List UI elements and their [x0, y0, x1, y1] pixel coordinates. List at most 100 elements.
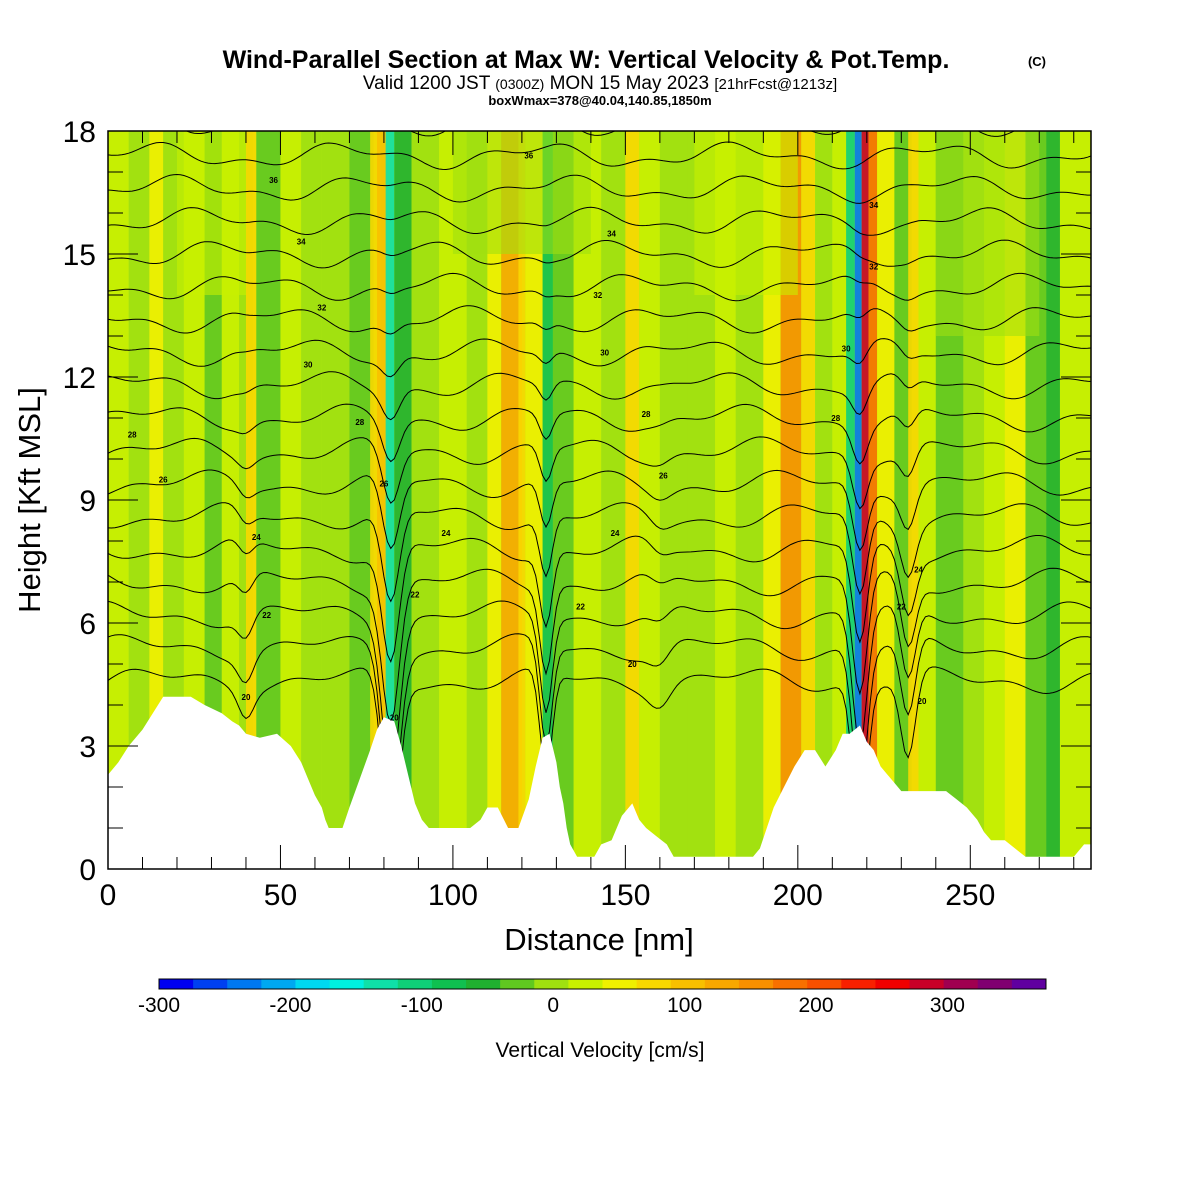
- theta-contour-line: [108, 502, 1091, 603]
- colorbar-tick-label: -100: [401, 994, 443, 1017]
- subtitle-prefix: Valid 1200 JST: [363, 73, 491, 94]
- velocity-band: [815, 131, 833, 869]
- colorbar-swatch: [875, 979, 911, 989]
- colorbar-swatch: [636, 979, 672, 989]
- x-tick-label: 100: [428, 879, 478, 912]
- theta-contour-label: 30: [304, 361, 313, 370]
- y-tick-label: 3: [79, 731, 96, 764]
- terrain: [108, 696, 1091, 869]
- velocity-band: [245, 131, 257, 869]
- colorbar-tick-label: 0: [547, 994, 559, 1017]
- colorbar-swatch: [159, 979, 194, 989]
- colorbar-swatch: [977, 979, 1013, 989]
- colorbar-tick-label: -300: [138, 994, 180, 1017]
- velocity-field: [108, 131, 1091, 869]
- theta-contour-label: 28: [831, 414, 840, 423]
- velocity-band: [639, 131, 660, 869]
- theta-contour-line: [108, 436, 1091, 510]
- velocity-patch: [694, 131, 798, 295]
- velocity-band: [854, 131, 862, 869]
- chart-subtitle: Valid 1200 JST (0300Z) MON 15 May 2023 […: [363, 73, 837, 94]
- colorbar-swatch: [943, 979, 979, 989]
- velocity-band: [894, 131, 912, 869]
- theta-contour-line: [108, 272, 1091, 302]
- velocity-band: [715, 131, 736, 869]
- theta-contour-label: 34: [297, 238, 306, 247]
- colorbar-ticks: -300 -200 -100 0 100 200 300: [138, 994, 965, 1017]
- velocity-band: [518, 131, 526, 869]
- colorbar-swatch: [397, 979, 433, 989]
- plot-area: 20 20 20 20 22 22 22 22 24 24 24 24 26 26 26 28 28 28 28 30…: [108, 131, 1091, 869]
- theta-contour-label: 20: [390, 713, 399, 722]
- theta-contour-line: [108, 567, 1091, 725]
- theta-contour-line: [108, 239, 1091, 269]
- velocity-band: [625, 131, 640, 869]
- x-tick-label: 150: [600, 879, 650, 912]
- theta-contour-line: [108, 305, 1091, 335]
- theta-contour-line: [108, 338, 1091, 378]
- colorbar-swatch: [363, 979, 399, 989]
- colorbar-tick-label: 200: [799, 994, 834, 1017]
- x-tick-label: 50: [264, 879, 297, 912]
- theta-contours: [108, 131, 1091, 845]
- theta-contour-line: [108, 206, 1091, 236]
- theta-contour-label: 28: [128, 430, 137, 439]
- theta-contour-label: 26: [159, 476, 168, 485]
- velocity-band: [868, 131, 878, 869]
- theta-contour-label: 28: [355, 418, 364, 427]
- colorbar-swatch: [1011, 979, 1047, 989]
- velocity-band: [659, 131, 688, 869]
- velocity-band: [301, 131, 322, 869]
- colorbar-label: Vertical Velocity [cm/s]: [496, 1039, 705, 1062]
- velocity-band: [501, 131, 522, 869]
- velocity-band: [466, 131, 488, 869]
- theta-contour-label: 32: [869, 262, 878, 271]
- colorbar-swatch: [807, 979, 842, 989]
- velocity-band: [128, 131, 150, 869]
- chart-title: Wind-Parallel Section at Max W: Vertical…: [223, 46, 950, 74]
- velocity-band: [163, 131, 184, 869]
- velocity-band: [601, 131, 626, 869]
- theta-contour-label: 36: [524, 152, 533, 161]
- colorbar-swatch: [431, 979, 467, 989]
- theta-contour-label: 30: [600, 348, 609, 357]
- theta-contour-line: [185, 131, 1016, 137]
- theta-contour-label: 22: [411, 590, 420, 599]
- velocity-band: [411, 131, 440, 869]
- colorbar-swatch: [773, 979, 808, 989]
- colorbar-swatch: [295, 979, 331, 989]
- subtitle-utc: (0300Z): [495, 76, 544, 92]
- velocity-band: [918, 131, 936, 869]
- theta-contour-label: 20: [628, 660, 637, 669]
- chart-subtitle-box: boxWmax=378@40.04,140.85,1850m: [488, 93, 711, 108]
- velocity-band: [204, 131, 222, 869]
- theta-contour-label: 26: [379, 480, 388, 489]
- x-tick-label: 200: [773, 879, 823, 912]
- theta-contour-label: 34: [607, 230, 616, 239]
- colorbar-swatch: [329, 979, 365, 989]
- theta-contour-line: [108, 173, 1091, 204]
- theta-contour-label: 34: [869, 201, 878, 210]
- y-tick-label: 12: [63, 362, 96, 395]
- colorbar-swatch: [602, 979, 638, 989]
- x-tick-label: 0: [100, 879, 117, 912]
- theta-contour-label: 30: [842, 344, 851, 353]
- theta-contour-label: 20: [242, 693, 251, 702]
- velocity-band: [149, 131, 164, 869]
- colorbar-swatch: [193, 979, 228, 989]
- theta-contour-label: 22: [897, 603, 906, 612]
- colorbar-swatch: [466, 979, 501, 989]
- y-axis-label: Height [Kft MSL]: [12, 387, 47, 613]
- y-tick-label: 9: [79, 485, 96, 518]
- theta-contour-line: [108, 141, 1091, 171]
- colorbar-swatch: [704, 979, 740, 989]
- colorbar-swatch: [227, 979, 262, 989]
- theta-contour-label: 32: [593, 291, 602, 300]
- velocity-band: [552, 131, 574, 869]
- colorbar-swatch: [738, 979, 774, 989]
- theta-contour-label: 24: [611, 529, 620, 538]
- x-axis: 0 50 100 150 200 250: [100, 131, 1075, 912]
- velocity-band: [377, 131, 388, 869]
- colorbar-swatch: [568, 979, 603, 989]
